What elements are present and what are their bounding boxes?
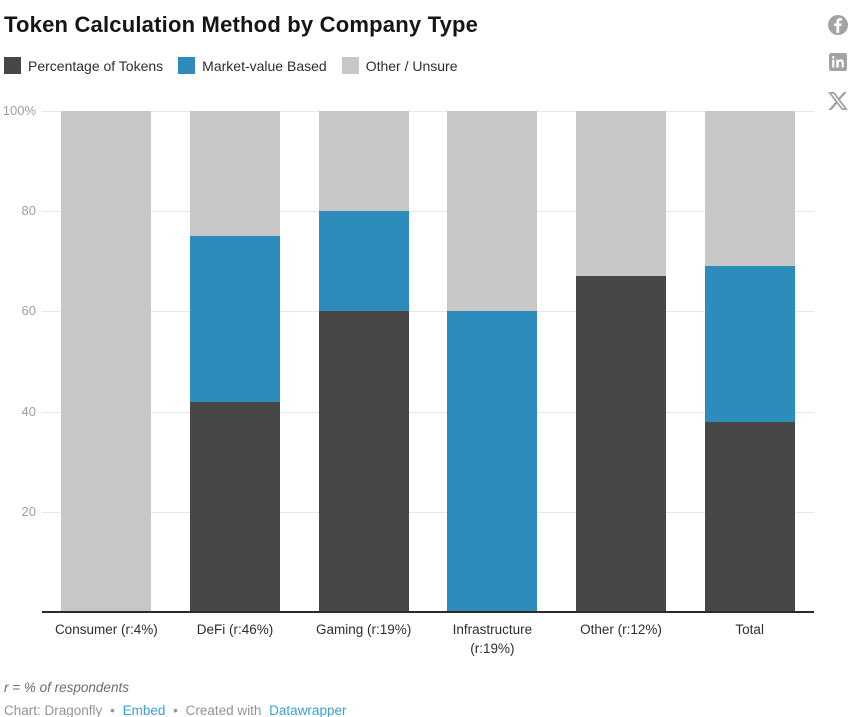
stacked-bar bbox=[318, 111, 409, 612]
legend-swatch bbox=[178, 57, 196, 74]
bar-column bbox=[42, 111, 171, 612]
chart-credit: Chart: Dragonfly bbox=[4, 703, 103, 717]
bar-column bbox=[299, 111, 428, 612]
facebook-share-icon[interactable] bbox=[828, 15, 848, 35]
bar-segment[interactable] bbox=[190, 401, 280, 612]
facebook-icon bbox=[828, 15, 848, 35]
y-tick-label: 60 bbox=[21, 303, 36, 319]
x-axis-labels: Consumer (r:4%) DeFi (r:46%) Gaming (r:19%… bbox=[42, 621, 814, 659]
x-share-icon[interactable] bbox=[828, 91, 848, 111]
bar-segment[interactable] bbox=[318, 211, 409, 312]
page-title: Token Calculation Method by Company Type bbox=[4, 12, 479, 37]
created-with-label: Created with bbox=[185, 703, 262, 717]
x-axis-category-label: Consumer (r:4%) bbox=[54, 622, 158, 637]
bar-segment[interactable] bbox=[704, 111, 795, 267]
bar-column bbox=[685, 111, 814, 612]
bar-segment[interactable] bbox=[61, 111, 152, 612]
gridline bbox=[42, 111, 814, 112]
legend-swatch bbox=[341, 57, 359, 74]
legend-item: Other / Unsure bbox=[341, 57, 458, 74]
x-axis-category-label: Infrastructure (r:19%) bbox=[452, 622, 533, 656]
separator: • bbox=[110, 703, 115, 717]
bar-segment[interactable] bbox=[190, 236, 280, 402]
bar-column bbox=[557, 111, 686, 612]
bar-segment[interactable] bbox=[576, 111, 667, 277]
bar-segment[interactable] bbox=[447, 111, 538, 312]
y-axis-labels: 20 40 60 80 100% bbox=[0, 103, 36, 612]
x-axis-category-label: DeFi (r:46%) bbox=[196, 622, 274, 637]
x-icon bbox=[828, 91, 848, 111]
y-tick-label: 20 bbox=[21, 503, 36, 519]
y-tick-label: 80 bbox=[21, 203, 36, 219]
linkedin-icon bbox=[829, 53, 847, 71]
y-tick-label: 100% bbox=[2, 103, 36, 118]
plot-area bbox=[42, 111, 814, 612]
stacked-bar bbox=[447, 111, 538, 612]
stacked-bar bbox=[61, 111, 152, 612]
gridline bbox=[42, 211, 814, 213]
legend-label: Market-value Based bbox=[202, 57, 327, 74]
y-tick-label: 40 bbox=[21, 403, 36, 419]
bar-column bbox=[171, 111, 300, 612]
bars bbox=[42, 111, 814, 612]
bar-segment[interactable] bbox=[704, 266, 795, 422]
gridline bbox=[42, 311, 814, 313]
legend-item: Market-value Based bbox=[178, 57, 327, 74]
stacked-bar bbox=[576, 111, 667, 612]
stacked-bar bbox=[704, 111, 795, 612]
linkedin-share-icon[interactable] bbox=[828, 53, 848, 73]
bar-segment[interactable] bbox=[576, 276, 667, 612]
bar-segment[interactable] bbox=[447, 311, 538, 612]
embed-link[interactable]: Embed bbox=[122, 703, 166, 717]
x-axis-line bbox=[42, 611, 814, 613]
bar-column bbox=[428, 111, 557, 612]
byline: Chart: Dragonfly • Embed • Created with … bbox=[4, 703, 346, 717]
legend: Percentage of Tokens Market-value Based Ot… bbox=[4, 57, 473, 74]
separator: • bbox=[173, 703, 178, 717]
gridline bbox=[42, 411, 814, 413]
bar-segment[interactable] bbox=[318, 111, 409, 212]
legend-label: Percentage of Tokens bbox=[28, 57, 164, 74]
bar-segment[interactable] bbox=[318, 311, 409, 612]
bar-segment[interactable] bbox=[190, 111, 280, 237]
x-axis-category-label: Total bbox=[735, 622, 764, 637]
bar-segment[interactable] bbox=[704, 421, 795, 612]
legend-item: Percentage of Tokens bbox=[4, 57, 163, 74]
x-axis-category-label: Other (r:12%) bbox=[580, 622, 662, 637]
stacked-bar bbox=[190, 111, 280, 612]
legend-label: Other / Unsure bbox=[365, 57, 458, 74]
gridline bbox=[42, 511, 814, 513]
legend-swatch bbox=[4, 57, 21, 74]
x-axis-category-label: Gaming (r:19%) bbox=[316, 622, 412, 637]
datawrapper-link[interactable]: Datawrapper bbox=[269, 703, 347, 717]
footnote: r = % of respondents bbox=[4, 680, 129, 695]
social-share-bar bbox=[828, 15, 848, 111]
